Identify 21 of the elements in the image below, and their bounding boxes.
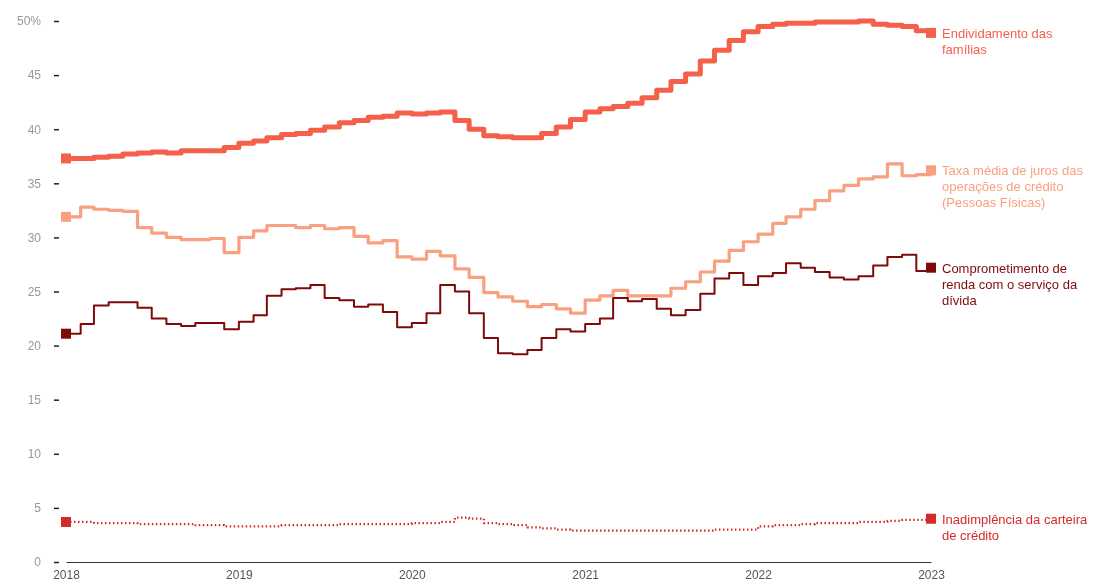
series-label: Comprometimento de renda com o serviço da dívida: [942, 260, 1078, 308]
y-tick-label: 10: [27, 447, 42, 462]
y-tick-label: 5: [34, 501, 42, 516]
y-tick-label: 35: [27, 176, 42, 191]
x-tick-label: 2022: [745, 567, 773, 582]
x-tick-label: 2018: [53, 567, 81, 582]
series-label: Taxa média de juros das operações de crédito (Pessoas Físicas): [942, 163, 1084, 211]
x-tick-label: 2019: [226, 567, 254, 582]
y-tick-label: 0: [34, 555, 42, 570]
y-tick-label: 20: [27, 338, 42, 353]
x-tick-label: 2021: [572, 567, 600, 582]
series-label: Inadimplência da carteira de crédito: [942, 511, 1089, 543]
y-tick-label: 45: [27, 68, 42, 83]
x-tick-label: 2023: [918, 567, 946, 582]
y-tick-label: 25: [27, 284, 42, 299]
y-tick-label: 30: [27, 230, 42, 245]
series-label: Endividamento das famílias: [942, 25, 1054, 57]
y-tick-label: 40: [27, 122, 42, 137]
x-tick-label: 2020: [398, 567, 426, 582]
y-tick-label: 15: [27, 393, 42, 408]
y-tick-label: 50%: [16, 14, 42, 29]
